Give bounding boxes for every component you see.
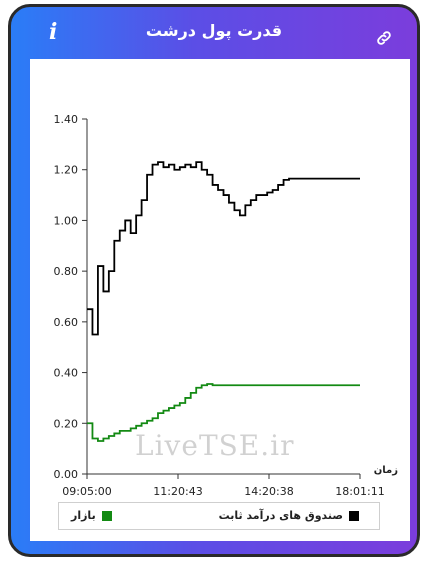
y-tick-label: 1.40 [54,113,79,126]
y-tick-label: 0.00 [54,468,79,481]
y-tick-label: 0.80 [54,265,79,278]
info-icon[interactable]: i [49,19,58,45]
line-chart: 0.00 0.20 0.40 0.60 0.80 1.00 1.20 1.40 09:05:00… [54,113,399,498]
legend-item-market[interactable]: بازار [71,509,112,522]
x-tick-label: 18:01:11 [335,485,384,498]
y-tick-label: 1.20 [54,164,79,177]
chart-panel: 0.00 0.20 0.40 0.60 0.80 1.00 1.20 1.40 09:05:00… [30,59,410,541]
card-header: i قدرت پول درشت [11,7,417,57]
x-tick-label: 11:20:43 [153,485,202,498]
legend-swatch-fund [349,510,359,521]
watermark: LiveTSE.ir [135,429,295,462]
y-tick-label: 0.20 [54,417,79,430]
chart-legend: صندوق های درآمد ثابت بازار [58,502,380,530]
series-line-1 [87,383,360,442]
series-line-0 [87,161,360,336]
y-tick-label: 1.00 [54,214,79,227]
legend-swatch-market [101,510,112,521]
card-title: قدرت پول درشت [145,21,283,40]
money-power-card: i قدرت پول درشت 0.00 0.20 0.40 0.60 0.80 1.00… [8,4,420,557]
y-tick-label: 0.40 [54,367,79,380]
link-icon[interactable] [375,29,393,47]
y-tick-label: 0.60 [54,316,79,329]
legend-item-fund[interactable]: صندوق های درآمد ثابت [219,509,359,522]
x-tick-label: 09:05:00 [62,485,111,498]
legend-label-fund: صندوق های درآمد ثابت [218,509,343,522]
legend-label-market: بازار [71,509,96,522]
x-axis-label: زمان [374,465,398,476]
x-tick-label: 14:20:38 [244,485,293,498]
